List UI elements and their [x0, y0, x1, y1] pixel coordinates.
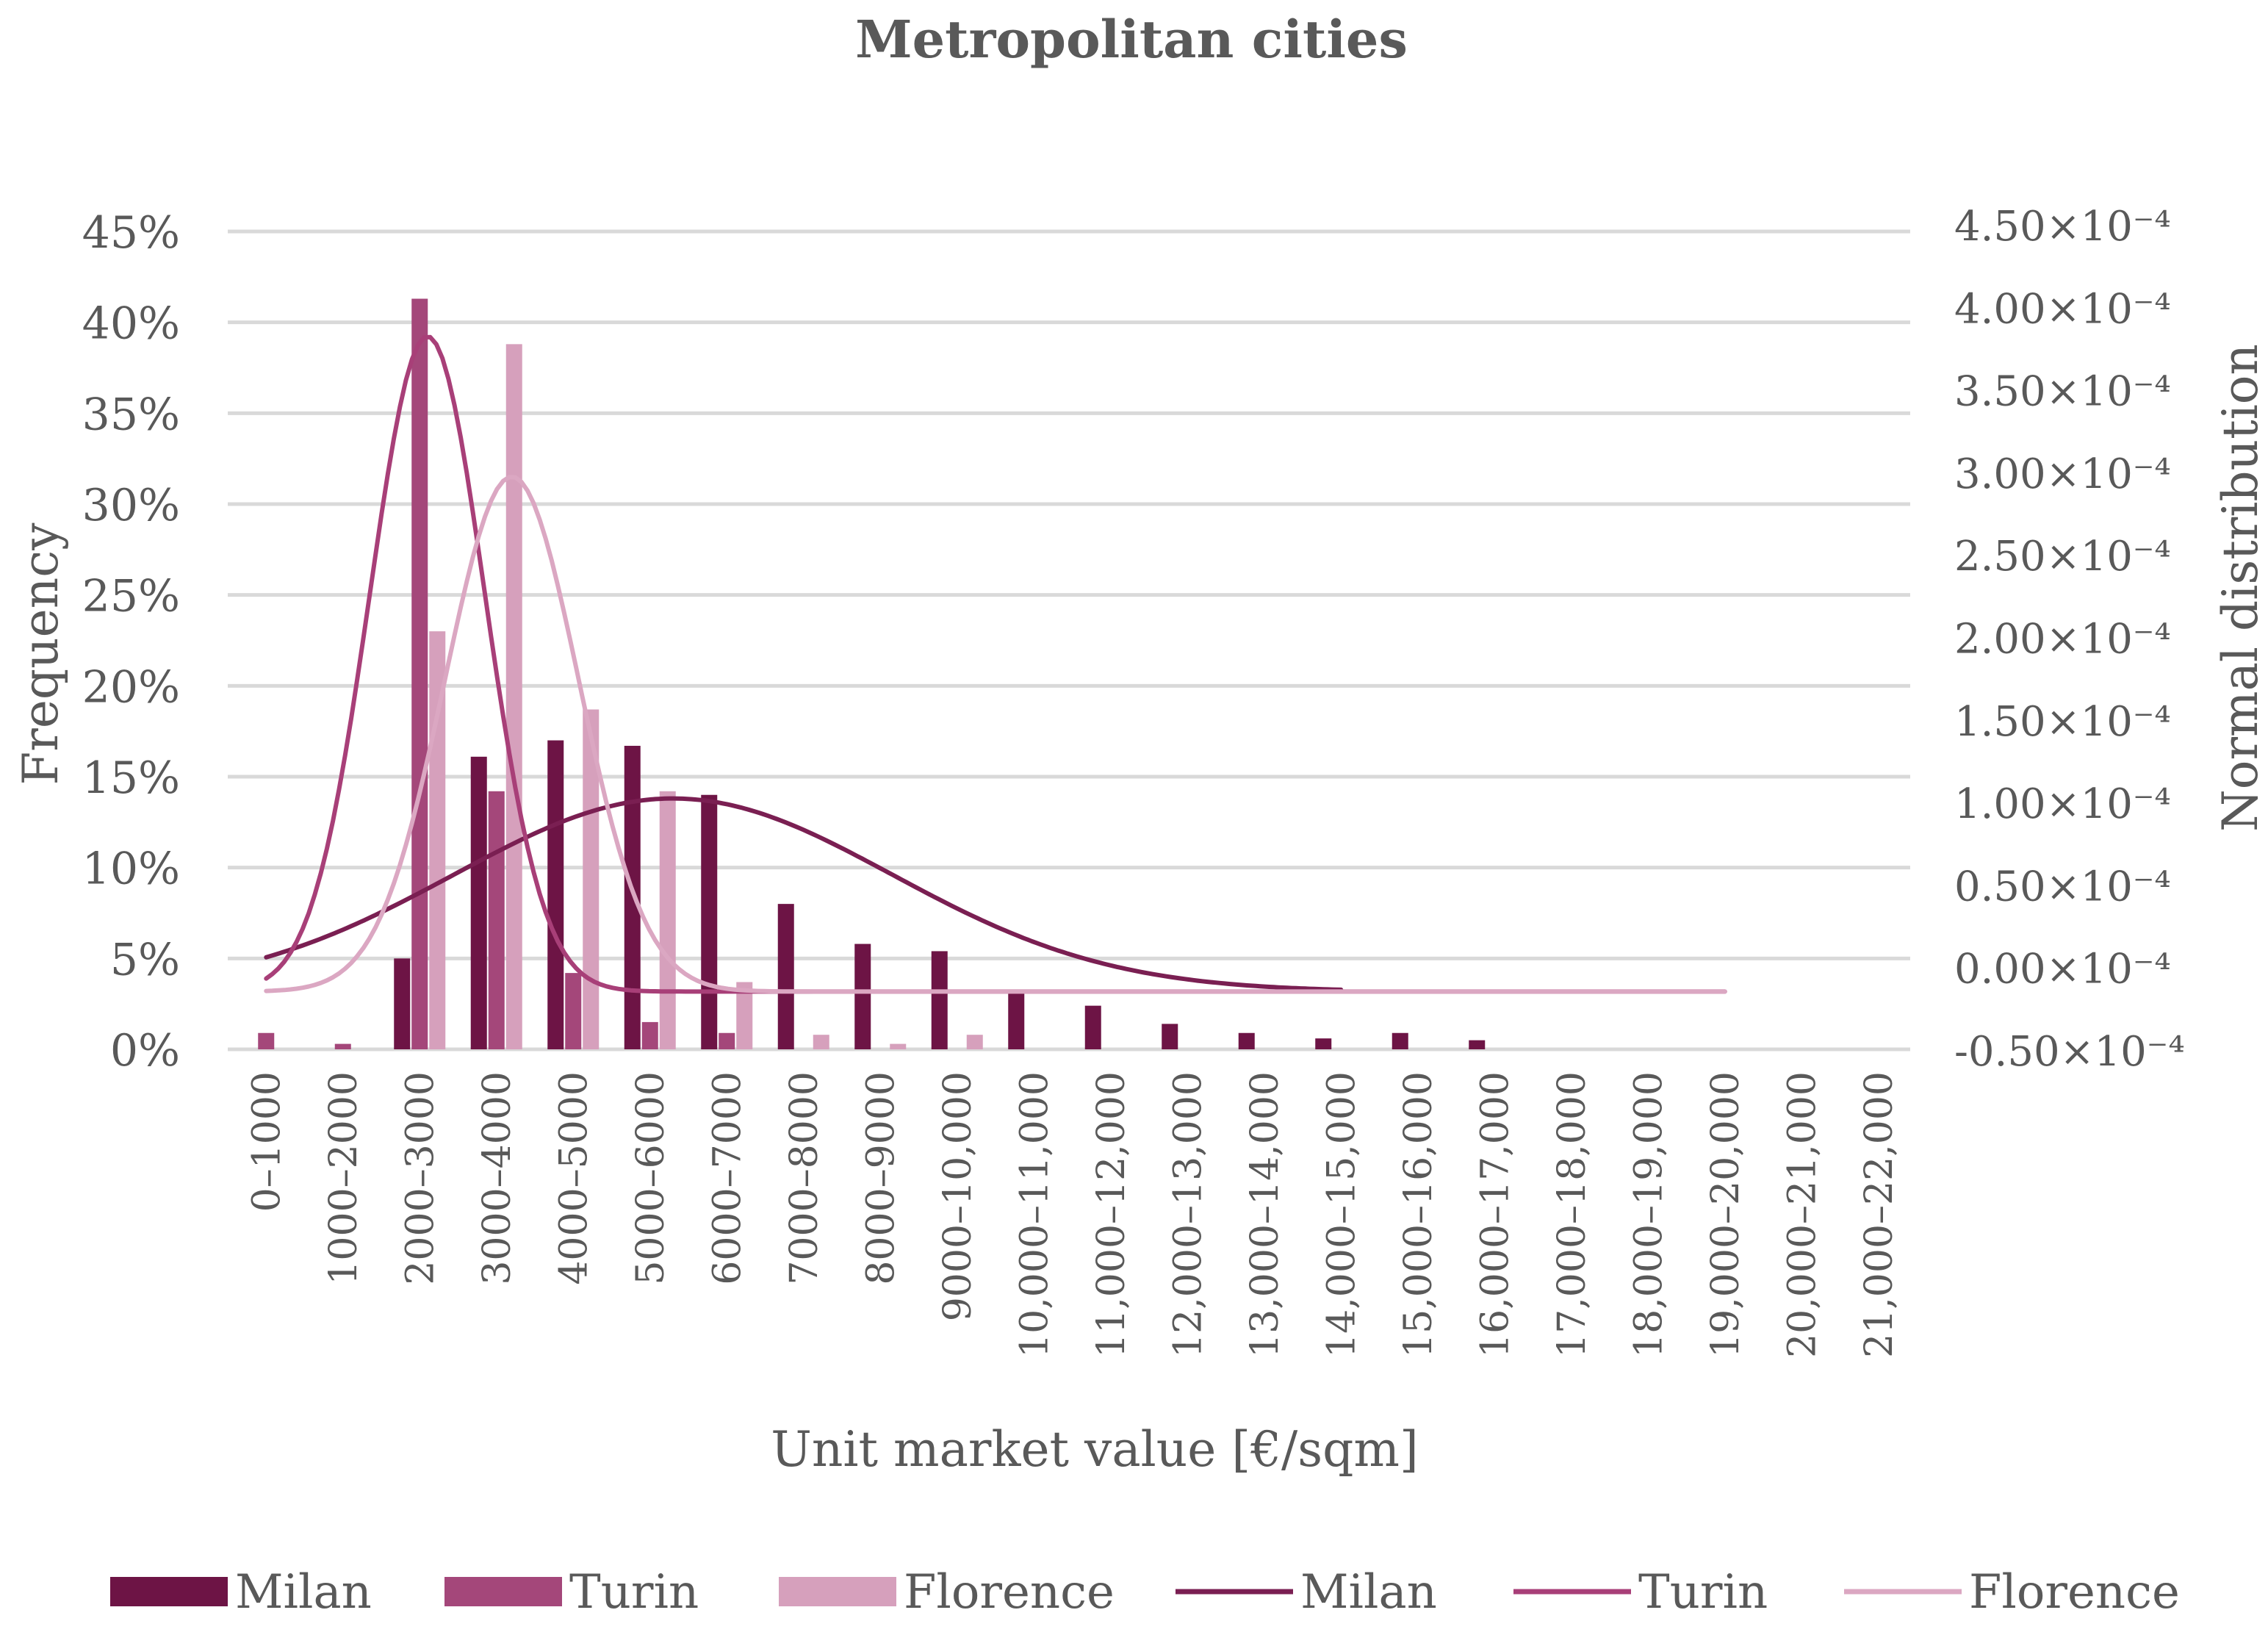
- legend-label-line-turin: Turin: [1638, 1565, 1768, 1620]
- y-tick-4: 20%: [82, 661, 180, 713]
- bar-milan-15: [1392, 1032, 1408, 1049]
- bar-florence-8: [890, 1043, 907, 1049]
- x-tick-1: 1000–2000: [322, 1071, 366, 1285]
- bar-milan-7: [777, 904, 794, 1049]
- bar-turin-0: [258, 1032, 275, 1049]
- legend-label-bar-florence: Florence: [904, 1565, 1115, 1620]
- x-tick-9: 9000–10,000: [936, 1071, 980, 1321]
- x-tick-14: 14,000–15,000: [1320, 1071, 1364, 1358]
- legend-swatch-bar-milan: [110, 1577, 228, 1606]
- normal-curves: [264, 334, 1727, 994]
- x-tick-13: 13,000–14,000: [1243, 1071, 1287, 1358]
- x-tick-15: 15,000–16,000: [1397, 1071, 1441, 1358]
- bar-florence-6: [736, 982, 753, 1049]
- y2-tick-9: 4.00×10⁻⁴: [1954, 285, 2171, 333]
- bar-milan-3: [470, 756, 487, 1049]
- bar-milan-5: [624, 745, 641, 1049]
- bar-turin-1: [334, 1043, 351, 1049]
- bar-milan-8: [854, 944, 871, 1049]
- y-tick-9: 45%: [82, 207, 180, 259]
- y2-tick-2: 0.50×10⁻⁴: [1954, 863, 2171, 910]
- x-axis-ticks: 0–1000 1000–2000 2000–3000 3000–4000 4000–50…: [245, 1071, 1901, 1358]
- y2-axis-label: Normal distribution: [2212, 344, 2268, 832]
- legend-label-bar-turin: Turin: [569, 1565, 699, 1620]
- x-tick-12: 12,000–13,000: [1166, 1071, 1210, 1358]
- bar-milan-13: [1238, 1032, 1255, 1049]
- chart-title: Metropolitan cities: [855, 9, 1408, 70]
- y-tick-3: 15%: [82, 752, 180, 804]
- x-tick-8: 8000–9000: [859, 1071, 903, 1285]
- legend-label-line-florence: Florence: [1969, 1565, 2180, 1620]
- y2-tick-4: 1.50×10⁻⁴: [1954, 698, 2171, 746]
- y2-tick-10: 4.50×10⁻⁴: [1954, 203, 2171, 251]
- y2-tick-6: 2.50×10⁻⁴: [1954, 533, 2171, 581]
- x-tick-11: 11,000–12,000: [1090, 1071, 1134, 1358]
- bar-turin-3: [488, 791, 505, 1049]
- x-tick-4: 4000–5000: [552, 1071, 596, 1285]
- legend-swatch-bar-turin: [444, 1577, 562, 1606]
- y2-tick-5: 2.00×10⁻⁴: [1954, 616, 2171, 664]
- curve-florence: [264, 475, 1727, 994]
- y-tick-2: 10%: [82, 844, 180, 895]
- y-tick-6: 30%: [82, 480, 180, 531]
- bar-milan-9: [931, 951, 948, 1049]
- x-tick-20: 20,000–21,000: [1780, 1071, 1824, 1358]
- legend: Milan Turin Florence Milan Turin Florence: [110, 1565, 2180, 1620]
- x-axis-label: Unit market value [€/sqm]: [771, 1421, 1419, 1478]
- y-axis-ticks: 0% 5% 10% 15% 20% 25% 30% 35% 40% 45%: [82, 207, 180, 1077]
- x-tick-0: 0–1000: [245, 1071, 289, 1212]
- bar-florence-7: [813, 1035, 829, 1049]
- bar-turin-5: [641, 1021, 658, 1049]
- bar-milan-11: [1084, 1005, 1101, 1049]
- x-tick-19: 19,000–20,000: [1704, 1071, 1748, 1358]
- y-tick-7: 35%: [82, 389, 180, 440]
- bar-milan-4: [547, 740, 564, 1049]
- bar-florence-4: [583, 709, 600, 1049]
- bar-milan-2: [394, 958, 411, 1049]
- bar-florence-9: [966, 1035, 983, 1049]
- bar-florence-3: [505, 344, 522, 1049]
- bar-milan-16: [1469, 1040, 1486, 1049]
- bar-turin-4: [565, 973, 582, 1049]
- x-tick-18: 18,000–19,000: [1627, 1071, 1671, 1358]
- y-tick-1: 5%: [110, 934, 180, 985]
- bar-florence-5: [659, 791, 676, 1049]
- bar-milan-10: [1008, 991, 1025, 1049]
- y2-tick-3: 1.00×10⁻⁴: [1954, 780, 2171, 828]
- x-tick-10: 10,000–11,000: [1012, 1071, 1056, 1358]
- x-tick-21: 21,000–22,000: [1857, 1071, 1901, 1358]
- x-tick-5: 5000–6000: [629, 1071, 673, 1285]
- bar-turin-2: [411, 298, 428, 1050]
- y2-tick-1: 0.00×10⁻⁴: [1954, 946, 2171, 993]
- x-tick-7: 7000–8000: [782, 1071, 827, 1285]
- bar-milan-12: [1162, 1024, 1178, 1049]
- y-axis-label: Frequency: [12, 522, 69, 786]
- y-tick-8: 40%: [82, 298, 180, 350]
- bar-milan-6: [701, 794, 718, 1049]
- x-tick-16: 16,000–17,000: [1473, 1071, 1517, 1358]
- x-tick-3: 3000–4000: [475, 1071, 519, 1285]
- y2-tick-7: 3.00×10⁻⁴: [1954, 450, 2171, 498]
- curve-milan: [264, 796, 1344, 992]
- bar-milan-14: [1315, 1038, 1332, 1049]
- x-tick-2: 2000–3000: [398, 1071, 442, 1285]
- legend-swatch-bar-florence: [779, 1577, 896, 1606]
- legend-label-line-milan: Milan: [1300, 1565, 1437, 1620]
- y2-axis-ticks: -0.50×10⁻⁴ 0.00×10⁻⁴ 0.50×10⁻⁴ 1.00×10⁻⁴ 1.5…: [1954, 203, 2185, 1076]
- y2-tick-8: 3.50×10⁻⁴: [1954, 368, 2171, 416]
- y-tick-0: 0%: [110, 1025, 180, 1077]
- y-tick-5: 25%: [82, 571, 180, 622]
- bar-turin-6: [719, 1032, 735, 1049]
- legend-label-bar-milan: Milan: [235, 1565, 372, 1620]
- x-tick-6: 6000–7000: [705, 1071, 749, 1285]
- y2-tick-0: -0.50×10⁻⁴: [1954, 1028, 2185, 1076]
- x-tick-17: 17,000–18,000: [1550, 1071, 1594, 1358]
